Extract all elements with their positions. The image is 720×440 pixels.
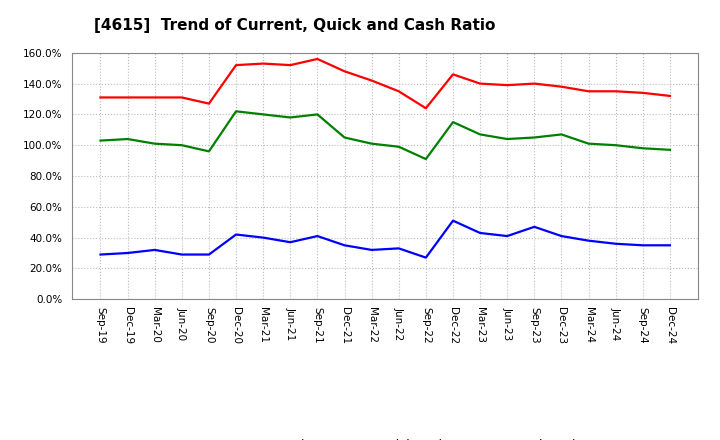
Quick Ratio (232, 109, 240, 114)
Quick Ratio (395, 144, 403, 150)
Quick Ratio (341, 135, 349, 140)
Current Ratio (449, 72, 457, 77)
Quick Ratio (421, 156, 430, 161)
Cash Ratio (150, 247, 159, 253)
Quick Ratio (665, 147, 674, 152)
Quick Ratio (639, 146, 647, 151)
Quick Ratio (96, 138, 105, 143)
Current Ratio (476, 81, 485, 86)
Quick Ratio (503, 136, 511, 142)
Cash Ratio (259, 235, 268, 240)
Current Ratio (611, 88, 620, 94)
Cash Ratio (341, 243, 349, 248)
Cash Ratio (123, 250, 132, 256)
Cash Ratio (639, 243, 647, 248)
Quick Ratio (286, 115, 294, 120)
Legend: Current Ratio, Quick Ratio, Cash Ratio: Current Ratio, Quick Ratio, Cash Ratio (182, 433, 588, 440)
Current Ratio (150, 95, 159, 100)
Current Ratio (395, 88, 403, 94)
Quick Ratio (611, 143, 620, 148)
Quick Ratio (449, 119, 457, 125)
Quick Ratio (259, 112, 268, 117)
Cash Ratio (476, 231, 485, 236)
Cash Ratio (611, 241, 620, 246)
Quick Ratio (584, 141, 593, 146)
Current Ratio (584, 88, 593, 94)
Cash Ratio (96, 252, 105, 257)
Current Ratio (557, 84, 566, 89)
Cash Ratio (503, 233, 511, 238)
Quick Ratio (204, 149, 213, 154)
Current Ratio (178, 95, 186, 100)
Current Ratio (204, 101, 213, 106)
Current Ratio (367, 78, 376, 83)
Current Ratio (232, 62, 240, 68)
Line: Current Ratio: Current Ratio (101, 59, 670, 108)
Text: [4615]  Trend of Current, Quick and Cash Ratio: [4615] Trend of Current, Quick and Cash … (94, 18, 495, 33)
Current Ratio (259, 61, 268, 66)
Current Ratio (123, 95, 132, 100)
Quick Ratio (178, 143, 186, 148)
Quick Ratio (150, 141, 159, 146)
Cash Ratio (449, 218, 457, 224)
Cash Ratio (313, 233, 322, 238)
Current Ratio (421, 106, 430, 111)
Cash Ratio (395, 246, 403, 251)
Cash Ratio (204, 252, 213, 257)
Cash Ratio (286, 239, 294, 245)
Cash Ratio (557, 233, 566, 238)
Current Ratio (530, 81, 539, 86)
Cash Ratio (421, 255, 430, 260)
Current Ratio (503, 83, 511, 88)
Current Ratio (341, 69, 349, 74)
Line: Quick Ratio: Quick Ratio (101, 111, 670, 159)
Quick Ratio (476, 132, 485, 137)
Current Ratio (96, 95, 105, 100)
Current Ratio (639, 90, 647, 95)
Current Ratio (286, 62, 294, 68)
Quick Ratio (313, 112, 322, 117)
Cash Ratio (530, 224, 539, 230)
Cash Ratio (232, 232, 240, 237)
Cash Ratio (665, 243, 674, 248)
Current Ratio (665, 93, 674, 99)
Cash Ratio (367, 247, 376, 253)
Line: Cash Ratio: Cash Ratio (101, 221, 670, 258)
Quick Ratio (367, 141, 376, 146)
Quick Ratio (530, 135, 539, 140)
Cash Ratio (584, 238, 593, 243)
Quick Ratio (123, 136, 132, 142)
Quick Ratio (557, 132, 566, 137)
Current Ratio (313, 56, 322, 62)
Cash Ratio (178, 252, 186, 257)
